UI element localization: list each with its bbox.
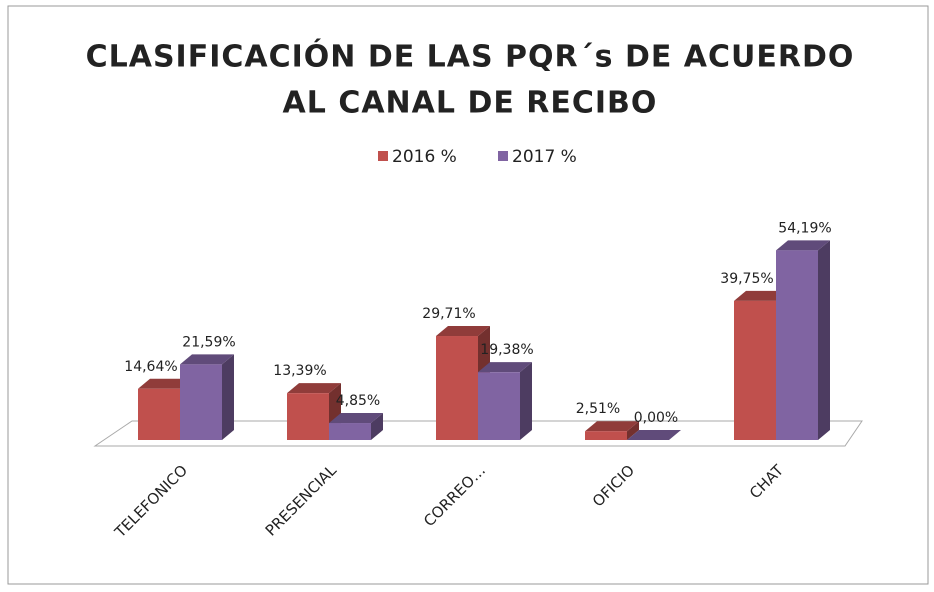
bar-top: [734, 290, 788, 301]
data-label: 2,51%: [576, 401, 620, 417]
bar-front: [585, 431, 627, 440]
bar-top: [436, 326, 490, 337]
bar: [287, 383, 341, 440]
data-label: 21,59%: [182, 334, 235, 350]
bar: [776, 240, 830, 440]
bar-front: [329, 423, 371, 440]
bar-top: [287, 383, 341, 394]
bar: [329, 413, 383, 440]
bar: [180, 354, 234, 440]
data-label: 19,38%: [480, 342, 533, 358]
bar-front: [776, 250, 818, 440]
bar-side: [371, 413, 383, 440]
bar-front: [478, 372, 520, 440]
bar-top: [627, 430, 681, 440]
bar-side: [627, 421, 639, 440]
bar-top: [585, 421, 639, 432]
bar-top: [329, 413, 383, 424]
chart-title: AL CANAL DE RECIBO: [283, 86, 658, 121]
data-label: 4,85%: [336, 393, 380, 409]
bar-front: [734, 300, 776, 440]
bar-front: [287, 393, 329, 440]
bar-side: [520, 362, 532, 440]
chart-title: CLASIFICACIÓN DE LAS PQR´s DE ACUERDO: [86, 38, 855, 75]
data-label: 54,19%: [778, 220, 831, 236]
legend-swatch: [498, 151, 508, 161]
bar-top: [478, 362, 532, 373]
data-label: 13,39%: [273, 363, 326, 379]
bar-side: [222, 354, 234, 440]
bar: [478, 362, 532, 440]
bar-top: [138, 378, 192, 389]
bar: [585, 421, 639, 440]
bar-front: [180, 364, 222, 440]
bar-top: [180, 354, 234, 365]
legend-label: 2017 %: [512, 147, 577, 167]
data-label: 39,75%: [720, 271, 773, 287]
legend-swatch: [378, 151, 388, 161]
bar-side: [818, 240, 830, 440]
data-label: 29,71%: [422, 306, 475, 322]
bar-front: [436, 336, 478, 440]
bar-front: [138, 388, 180, 440]
bar-top: [776, 240, 830, 251]
data-label: 0,00%: [634, 410, 678, 426]
bar: [627, 430, 681, 440]
legend-label: 2016 %: [392, 147, 457, 167]
data-label: 14,64%: [124, 359, 177, 375]
